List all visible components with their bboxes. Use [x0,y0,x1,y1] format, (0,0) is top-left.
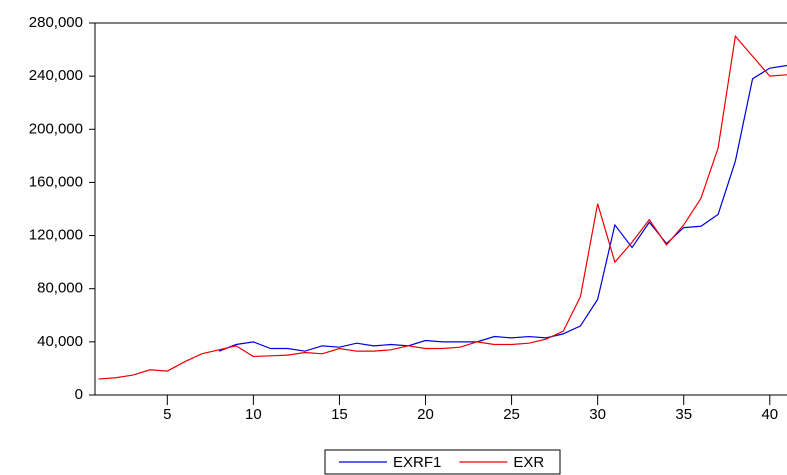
y-tick-label: 160,000 [29,173,83,190]
x-tick-label: 15 [331,406,348,423]
y-tick-label: 80,000 [37,280,83,297]
x-tick-label: 10 [245,406,262,423]
legend-label: EXRF1 [393,454,441,471]
x-tick-label: 25 [503,406,520,423]
y-tick-label: 40,000 [37,333,83,350]
series-line [98,34,787,380]
x-tick-label: 20 [417,406,434,423]
y-tick-label: 200,000 [29,120,83,137]
x-tick-label: 40 [761,406,778,423]
y-tick-label: 280,000 [29,14,83,31]
x-tick-label: 5 [163,406,171,423]
y-tick-label: 120,000 [29,227,83,244]
series-line [218,64,787,352]
y-tick-label: 240,000 [29,67,83,84]
y-tick-label: 0 [75,386,83,403]
x-tick-label: 30 [589,406,606,423]
x-tick-label: 35 [675,406,692,423]
legend-label: EXR [513,454,544,471]
